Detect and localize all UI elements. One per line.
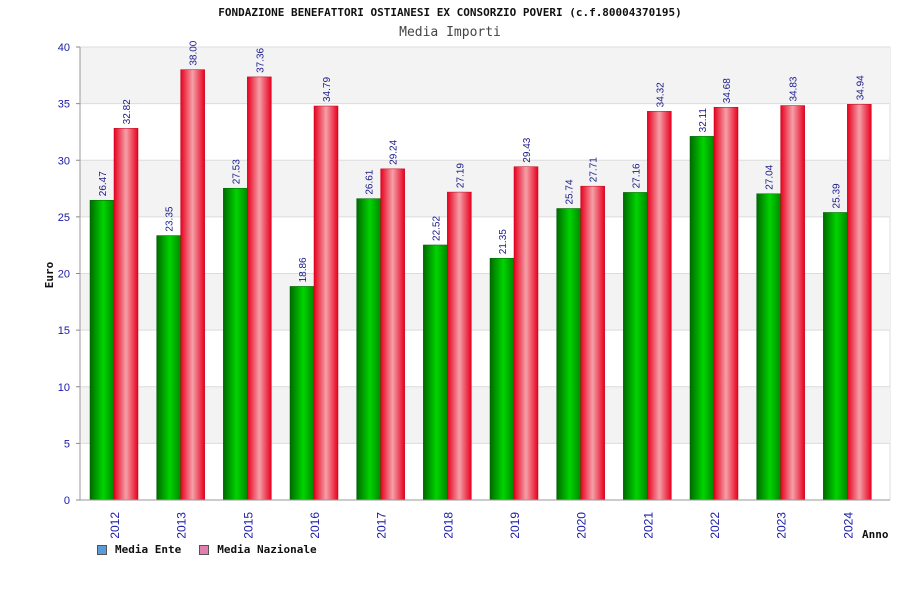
legend-label: Media Nazionale (217, 543, 317, 556)
data-label: 27.53 (231, 159, 242, 184)
y-axis: 0 5 10 15 20 25 30 35 40 (58, 42, 81, 507)
bar-media-ente-2020 (556, 208, 581, 501)
x-tick-label: 2022 (708, 512, 722, 539)
bar-media-ente-2023 (756, 193, 781, 501)
bar-media-ente-2024 (823, 212, 848, 501)
bar-media-ente-2019 (489, 257, 515, 501)
y-tick-label: 20 (58, 269, 70, 281)
x-tick-label: 2024 (841, 512, 855, 539)
data-label: 38.00 (189, 40, 200, 65)
bar-media-nazionale-2018 (447, 191, 472, 501)
legend-item-media-ente: Media Ente (97, 543, 181, 556)
legend-swatch (97, 544, 107, 555)
bar-media-nazionale-2023 (780, 105, 805, 501)
y-tick-label: 30 (58, 155, 70, 167)
data-label: 18.86 (298, 257, 309, 282)
bar-media-nazionale-2017 (380, 168, 405, 501)
x-tick-label: 2020 (575, 512, 589, 539)
bar-media-nazionale-2015 (247, 76, 272, 501)
grid-band (80, 160, 890, 217)
data-label: 23.35 (165, 206, 176, 231)
legend-label: Media Ente (115, 543, 182, 556)
bar-media-nazionale-2022 (713, 106, 739, 501)
data-label: 34.32 (655, 82, 666, 107)
chart-title: FONDAZIONE BENEFATTORI OSTIANESI EX CONS… (218, 6, 682, 19)
x-tick-label: 2013 (175, 512, 189, 539)
data-label: 25.74 (565, 179, 576, 204)
bar-media-ente-2013 (156, 235, 181, 501)
bar-media-ente-2017 (356, 198, 381, 501)
bar-media-nazionale-2013 (180, 69, 205, 501)
bar-media-nazionale-2024 (847, 104, 872, 501)
data-label: 21.35 (498, 229, 509, 254)
bar-media-nazionale-2016 (313, 105, 339, 501)
x-tick-label: 2019 (508, 512, 522, 539)
y-axis-label: Euro (43, 261, 56, 288)
y-tick-label: 35 (58, 99, 70, 111)
bar-media-ente-2015 (223, 187, 248, 501)
data-label: 22.52 (431, 215, 442, 240)
data-label: 34.79 (322, 77, 333, 102)
bar-media-nazionale-2021 (647, 111, 672, 501)
data-label: 32.11 (698, 108, 709, 133)
data-label: 32.82 (122, 99, 133, 124)
data-label: 29.24 (389, 139, 400, 164)
y-tick-label: 10 (58, 382, 70, 394)
data-label: 27.04 (765, 164, 776, 189)
data-label: 34.83 (789, 76, 800, 101)
y-tick-label: 25 (58, 212, 70, 224)
bar-media-ente-2021 (623, 192, 648, 501)
bar-media-ente-2016 (289, 286, 315, 501)
data-label: 27.71 (589, 157, 600, 182)
bar-media-nazionale-2012 (113, 128, 139, 501)
plot-background (79, 46, 891, 501)
chart-subtitle: Media Importi (399, 25, 501, 40)
bar-media-nazionale-2020 (580, 185, 605, 501)
data-label: 25.39 (831, 183, 842, 208)
data-label: 27.19 (455, 163, 466, 188)
x-tick-label: 2021 (641, 512, 655, 539)
bar-media-ente-2022 (689, 136, 715, 501)
y-tick-label: 40 (58, 42, 70, 54)
x-tick-label: 2018 (441, 512, 455, 539)
x-tick-label: 2017 (375, 512, 389, 539)
legend: Media Ente Media Nazionale (97, 543, 317, 556)
data-label: 26.47 (98, 171, 109, 196)
data-label: 26.61 (365, 169, 376, 194)
legend-item-media-nazionale: Media Nazionale (199, 543, 317, 556)
bar-media-ente-2018 (423, 244, 448, 501)
data-label: 37.36 (255, 47, 266, 72)
bar-media-ente-2012 (89, 199, 115, 501)
grid-band (80, 273, 890, 331)
bars: 26.47 32.82 23.35 38.00 27.53 37.36 18.86 34.79… (89, 40, 872, 501)
y-tick-label: 5 (64, 438, 70, 450)
data-label: 34.68 (722, 78, 733, 103)
x-tick-label: 2016 (308, 512, 322, 539)
x-tick-label: 2015 (241, 512, 255, 539)
legend-swatch (199, 544, 210, 555)
y-tick-label: 0 (64, 495, 70, 507)
data-label: 29.43 (522, 137, 533, 162)
data-label: 34.94 (855, 75, 866, 100)
x-tick-label: 2012 (108, 512, 122, 539)
x-tick-label: 2023 (775, 512, 789, 539)
bar-media-nazionale-2019 (513, 166, 539, 501)
x-axis: 2012 2013 2015 2016 2017 2018 2019 2020 2021 2022… (80, 499, 890, 539)
y-tick-label: 15 (58, 325, 70, 337)
x-axis-label: Anno (862, 528, 889, 541)
grid-band (80, 47, 890, 104)
data-label: 27.16 (631, 163, 642, 188)
grid-band (80, 386, 890, 444)
